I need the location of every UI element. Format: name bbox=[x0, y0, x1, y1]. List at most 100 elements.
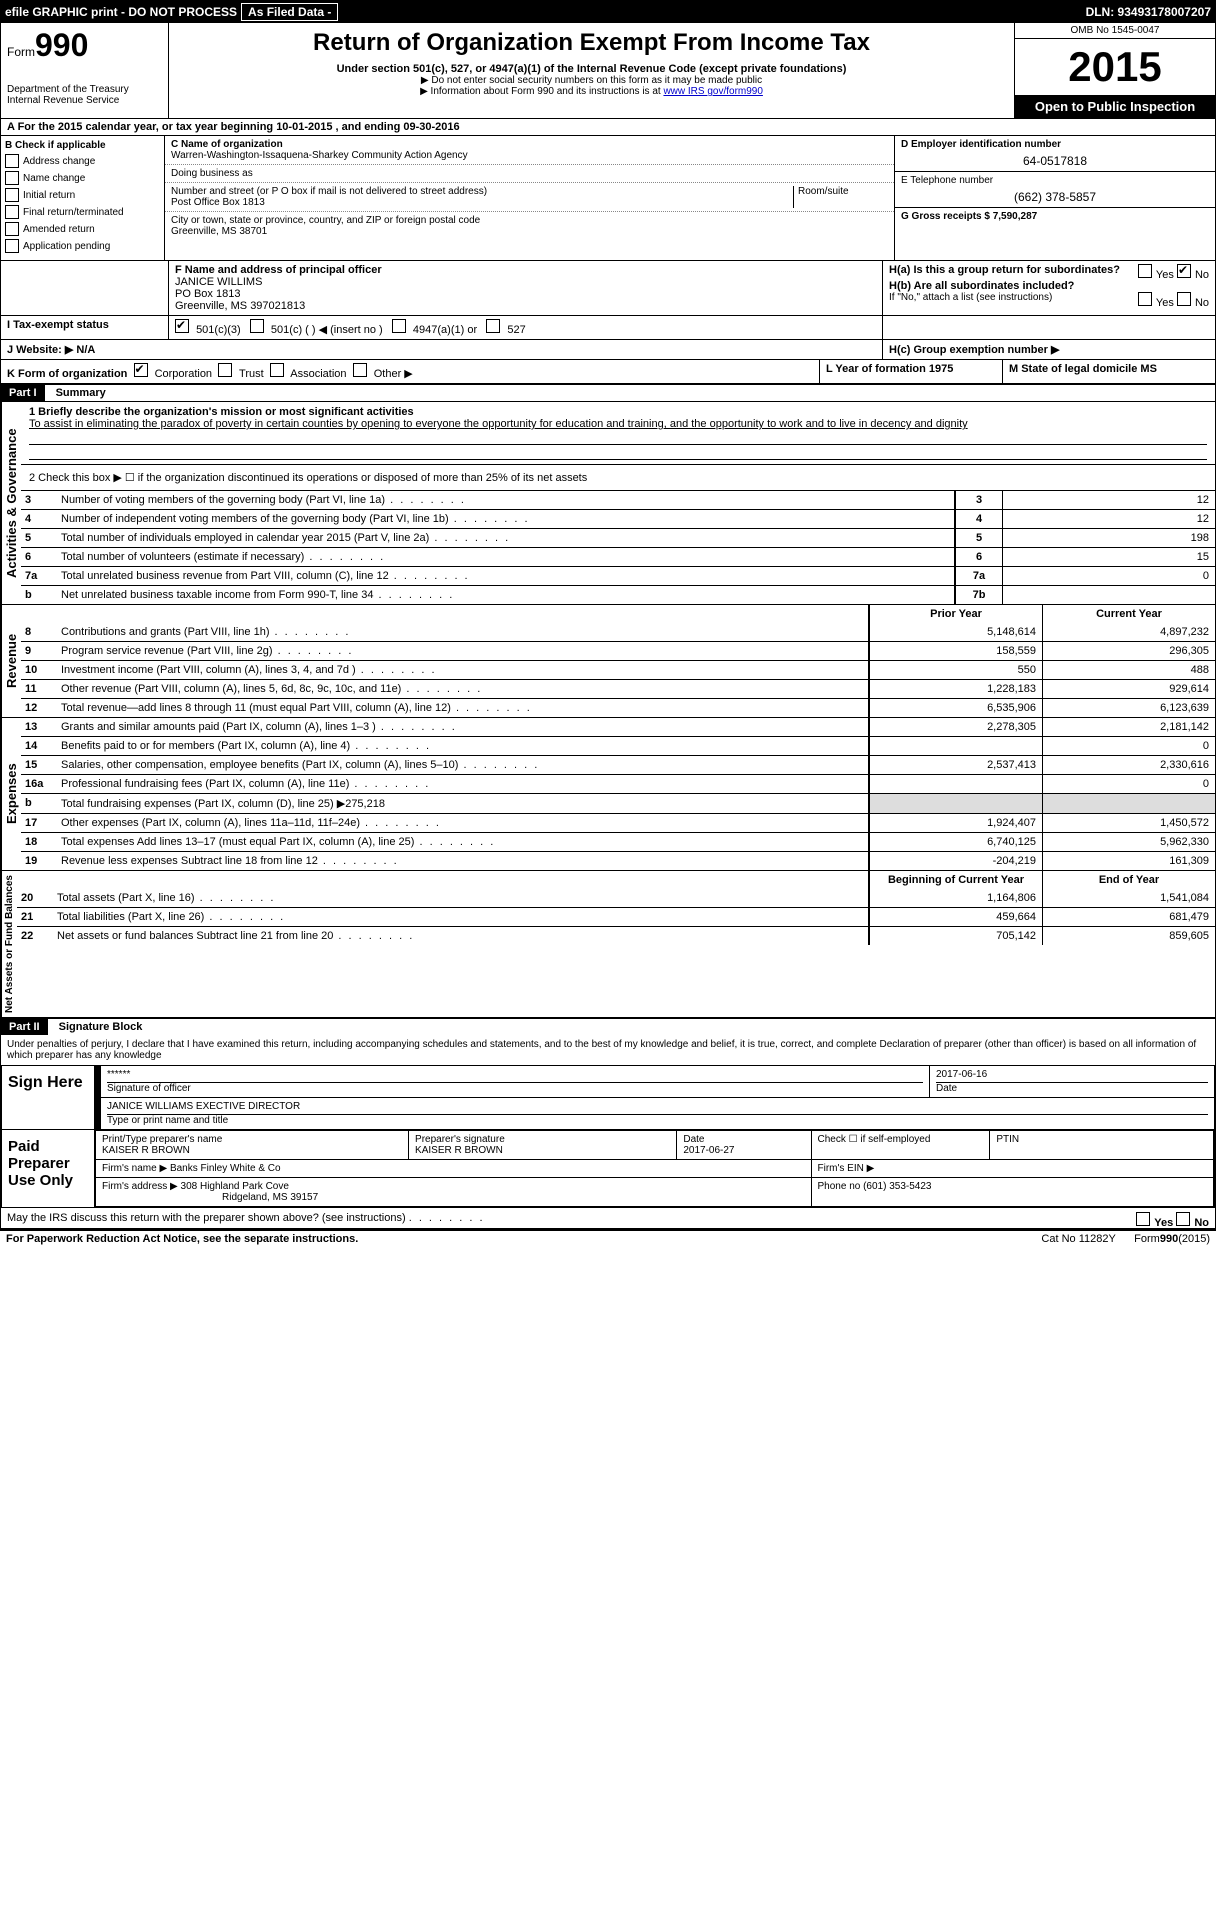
current-value: 5,962,330 bbox=[1042, 833, 1215, 851]
section-expenses: Expenses 13 Grants and similar amounts p… bbox=[1, 718, 1215, 871]
firm-addr-label: Firm's address ▶ bbox=[102, 1181, 178, 1192]
f-label: F Name and address of principal officer bbox=[175, 264, 382, 276]
header-center: Return of Organization Exempt From Incom… bbox=[169, 23, 1014, 118]
chk-address-change[interactable] bbox=[5, 154, 19, 168]
rev-row-9: 9 Program service revenue (Part VIII, li… bbox=[21, 641, 1215, 660]
firm-addr1: 308 Highland Park Cove bbox=[181, 1181, 289, 1192]
chk-ha-yes[interactable] bbox=[1138, 264, 1152, 278]
firm-ein: Firm's EIN ▶ bbox=[811, 1160, 1214, 1178]
net-row-20: 20 Total assets (Part X, line 16) 1,164,… bbox=[17, 889, 1215, 907]
prior-value: 550 bbox=[869, 661, 1042, 679]
beginning-value: 1,164,806 bbox=[869, 889, 1042, 907]
officer-typed: JANICE WILLIAMS EXECTIVE DIRECTOR bbox=[107, 1101, 300, 1112]
line-box: 3 bbox=[955, 491, 1002, 509]
i-opt4: 527 bbox=[507, 324, 525, 336]
chk-pending[interactable] bbox=[5, 239, 19, 253]
sig-officer-label: Signature of officer bbox=[107, 1082, 923, 1094]
prior-value bbox=[869, 794, 1042, 813]
chk-discuss-yes[interactable] bbox=[1136, 1212, 1150, 1226]
discuss-row: May the IRS discuss this return with the… bbox=[1, 1208, 1215, 1230]
org-city: Greenville, MS 38701 bbox=[171, 226, 267, 237]
line-num: 17 bbox=[21, 814, 57, 832]
dba-label: Doing business as bbox=[171, 168, 253, 179]
chk-initial[interactable] bbox=[5, 188, 19, 202]
b-opt-3: Final return/terminated bbox=[23, 207, 124, 218]
line-text: Total number of individuals employed in … bbox=[57, 529, 955, 547]
prior-value: 2,278,305 bbox=[869, 718, 1042, 736]
label-expenses: Expenses bbox=[1, 718, 21, 870]
part-i-title: Part I bbox=[1, 385, 45, 401]
prep-name-label: Print/Type preparer's name bbox=[102, 1134, 222, 1145]
dln: DLN: 93493178007207 bbox=[1086, 5, 1211, 19]
b-opt-0: Address change bbox=[23, 156, 95, 167]
line-num: 6 bbox=[21, 548, 57, 566]
website: J Website: ▶ N/A bbox=[7, 344, 95, 356]
form-number: 990 bbox=[35, 27, 88, 63]
top-bar: efile GRAPHIC print - DO NOT PROCESS As … bbox=[1, 1, 1215, 23]
line-text: Total fundraising expenses (Part IX, col… bbox=[57, 794, 869, 813]
line-text: Total revenue—add lines 8 through 11 (mu… bbox=[57, 699, 869, 717]
form-title: Return of Organization Exempt From Incom… bbox=[177, 29, 1006, 57]
officer-addr2: Greenville, MS 397021813 bbox=[175, 300, 305, 312]
omb-number: OMB No 1545-0047 bbox=[1015, 23, 1215, 39]
net-row-22: 22 Net assets or fund balances Subtract … bbox=[17, 926, 1215, 945]
chk-assoc[interactable] bbox=[270, 363, 284, 377]
rev-row-10: 10 Investment income (Part VIII, column … bbox=[21, 660, 1215, 679]
prior-value bbox=[869, 775, 1042, 793]
chk-amended[interactable] bbox=[5, 222, 19, 236]
beginning-value: 705,142 bbox=[869, 927, 1042, 945]
gov-row-4: 4 Number of independent voting members o… bbox=[21, 509, 1215, 528]
b-opt-1: Name change bbox=[23, 173, 85, 184]
part-ii-title: Part II bbox=[1, 1019, 48, 1035]
line-text: Number of independent voting members of … bbox=[57, 510, 955, 528]
officer-typed-label: Type or print name and title bbox=[107, 1114, 1208, 1126]
chk-501c[interactable] bbox=[250, 319, 264, 333]
exp-row-19: 19 Revenue less expenses Subtract line 1… bbox=[21, 851, 1215, 870]
chk-corp[interactable] bbox=[134, 363, 148, 377]
chk-4947[interactable] bbox=[392, 319, 406, 333]
header-left: Form990 Department of the Treasury Inter… bbox=[1, 23, 169, 118]
chk-other[interactable] bbox=[353, 363, 367, 377]
chk-ha-no[interactable] bbox=[1177, 264, 1191, 278]
ein-value: 64-0517818 bbox=[901, 154, 1209, 168]
line-num: 7a bbox=[21, 567, 57, 585]
line-num: 20 bbox=[17, 889, 53, 907]
b-opt-4: Amended return bbox=[23, 224, 95, 235]
chk-final[interactable] bbox=[5, 205, 19, 219]
line-value: 12 bbox=[1002, 510, 1215, 528]
prep-sig-label: Preparer's signature bbox=[415, 1134, 505, 1145]
gov-row-b: b Net unrelated business taxable income … bbox=[21, 585, 1215, 604]
line-value: 12 bbox=[1002, 491, 1215, 509]
chk-527[interactable] bbox=[486, 319, 500, 333]
line-text: Grants and similar amounts paid (Part IX… bbox=[57, 718, 869, 736]
line-num: 9 bbox=[21, 642, 57, 660]
gov-row-6: 6 Total number of volunteers (estimate i… bbox=[21, 547, 1215, 566]
mission-text: To assist in eliminating the paradox of … bbox=[29, 418, 968, 430]
rev-row-8: 8 Contributions and grants (Part VIII, l… bbox=[21, 623, 1215, 641]
chk-name-change[interactable] bbox=[5, 171, 19, 185]
chk-trust[interactable] bbox=[218, 363, 232, 377]
chk-hb-no[interactable] bbox=[1177, 292, 1191, 306]
line-num: 13 bbox=[21, 718, 57, 736]
chk-501c3[interactable] bbox=[175, 319, 189, 333]
i-opt1: 501(c)(3) bbox=[196, 324, 241, 336]
line-a: A For the 2015 calendar year, or tax yea… bbox=[1, 119, 1215, 136]
chk-hb-yes[interactable] bbox=[1138, 292, 1152, 306]
i-opt2: 501(c) ( ) ◀ (insert no ) bbox=[271, 324, 383, 336]
chk-discuss-no[interactable] bbox=[1176, 1212, 1190, 1226]
rev-row-12: 12 Total revenue—add lines 8 through 11 … bbox=[21, 698, 1215, 717]
prior-value: 6,535,906 bbox=[869, 699, 1042, 717]
b-label: B Check if applicable bbox=[5, 140, 106, 151]
irs-link[interactable]: www IRS gov/form990 bbox=[663, 86, 762, 97]
section-revenue: Revenue Prior Year Current Year 8 Contri… bbox=[1, 605, 1215, 718]
discuss-yes: Yes bbox=[1154, 1217, 1173, 1229]
end-value: 1,541,084 bbox=[1042, 889, 1215, 907]
line-box: 4 bbox=[955, 510, 1002, 528]
line-text: Net unrelated business taxable income fr… bbox=[57, 586, 955, 604]
current-value: 2,181,142 bbox=[1042, 718, 1215, 736]
firm-name-label: Firm's name ▶ bbox=[102, 1163, 167, 1174]
line-text: Benefits paid to or for members (Part IX… bbox=[57, 737, 869, 755]
preparer-table: Print/Type preparer's nameKAISER R BROWN… bbox=[95, 1130, 1214, 1207]
prior-value: 158,559 bbox=[869, 642, 1042, 660]
line-value: 198 bbox=[1002, 529, 1215, 547]
